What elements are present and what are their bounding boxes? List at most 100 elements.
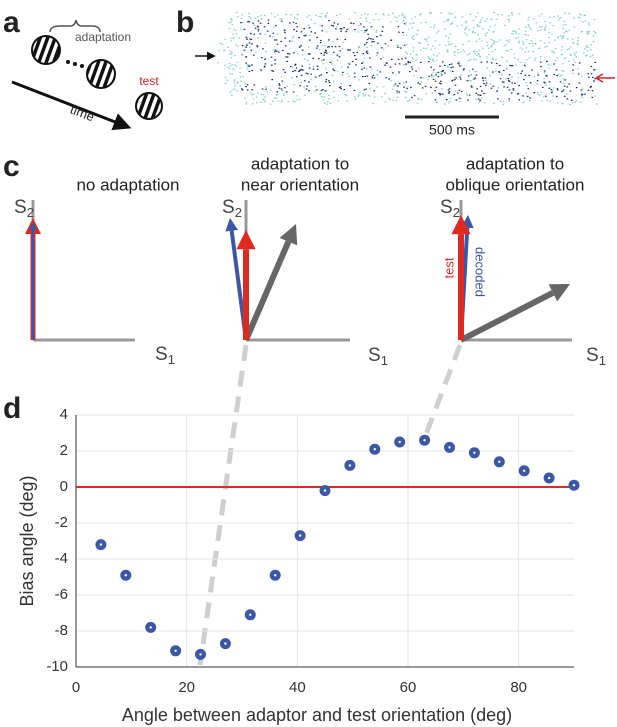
spike <box>549 64 552 66</box>
spike <box>320 13 323 15</box>
spike <box>414 16 416 18</box>
spike <box>517 77 520 79</box>
spike <box>274 59 276 61</box>
spike <box>366 46 369 48</box>
spike <box>365 42 368 44</box>
spike <box>591 90 594 92</box>
spike <box>504 44 507 46</box>
spike <box>488 29 490 31</box>
spike <box>556 57 559 59</box>
spike <box>577 37 579 39</box>
spike <box>298 46 301 48</box>
spike <box>235 33 238 35</box>
spike <box>460 65 463 67</box>
spike <box>485 79 487 82</box>
spike <box>252 93 254 95</box>
spike <box>420 22 423 24</box>
spike <box>525 26 527 28</box>
spike <box>505 78 507 80</box>
y-tick-label: -8 <box>55 622 68 639</box>
spike <box>436 32 438 34</box>
spike <box>264 42 267 44</box>
spike <box>260 69 262 71</box>
spike <box>343 89 345 91</box>
y-tick-label: 4 <box>60 406 68 423</box>
spike <box>271 79 273 81</box>
spike <box>256 102 258 104</box>
spike <box>292 21 295 23</box>
spike <box>326 72 328 74</box>
spike <box>515 64 517 66</box>
spike <box>560 16 562 19</box>
spike <box>508 21 510 23</box>
spike <box>552 25 555 27</box>
spike <box>483 83 485 85</box>
spike <box>402 82 405 84</box>
spike <box>465 93 468 95</box>
spike <box>337 23 339 25</box>
spike <box>482 47 484 49</box>
spike <box>247 65 250 67</box>
point-center <box>199 653 202 656</box>
spike <box>537 74 539 76</box>
spike <box>368 37 370 39</box>
spike <box>532 18 535 20</box>
spike <box>563 32 565 34</box>
spike <box>351 60 354 63</box>
spike <box>411 36 414 39</box>
spike <box>466 94 469 97</box>
spike <box>372 38 374 40</box>
spike <box>336 54 339 56</box>
spike <box>319 93 322 95</box>
spike <box>435 86 438 88</box>
spike <box>551 33 553 35</box>
spike <box>364 75 366 77</box>
spike <box>303 35 306 37</box>
spike <box>398 47 401 49</box>
spike <box>263 99 266 101</box>
spike <box>489 26 492 28</box>
spike <box>385 62 388 64</box>
spike <box>365 30 367 32</box>
spike <box>358 79 361 81</box>
spike <box>403 86 405 88</box>
spike <box>445 44 447 46</box>
spike <box>536 80 539 82</box>
spike <box>239 71 241 73</box>
spike <box>336 59 339 61</box>
spike <box>398 72 401 74</box>
spike <box>286 60 288 62</box>
spike <box>438 92 440 94</box>
spike <box>367 33 369 35</box>
spike <box>285 56 287 58</box>
spike <box>462 43 464 45</box>
spike <box>359 92 361 94</box>
spike <box>521 48 524 50</box>
spike <box>372 19 375 21</box>
spike <box>262 98 264 100</box>
spike <box>265 88 267 90</box>
spike <box>251 89 253 91</box>
spike <box>451 80 453 82</box>
spike <box>584 55 587 57</box>
spike <box>540 13 543 15</box>
decoded-vector-head <box>225 218 239 232</box>
spike <box>448 64 451 66</box>
spike <box>448 43 450 45</box>
spike <box>528 57 531 59</box>
point-center <box>473 451 476 454</box>
spike <box>467 40 470 42</box>
spike <box>596 103 598 105</box>
spike <box>250 38 253 40</box>
spike <box>247 21 249 23</box>
spike <box>397 92 400 94</box>
spike <box>533 76 536 78</box>
spike <box>551 50 553 52</box>
spike <box>459 100 461 102</box>
spike <box>469 13 472 15</box>
spike <box>592 41 595 43</box>
spike <box>372 102 374 104</box>
spike <box>492 31 494 33</box>
spike <box>276 33 279 35</box>
spike <box>328 46 330 48</box>
